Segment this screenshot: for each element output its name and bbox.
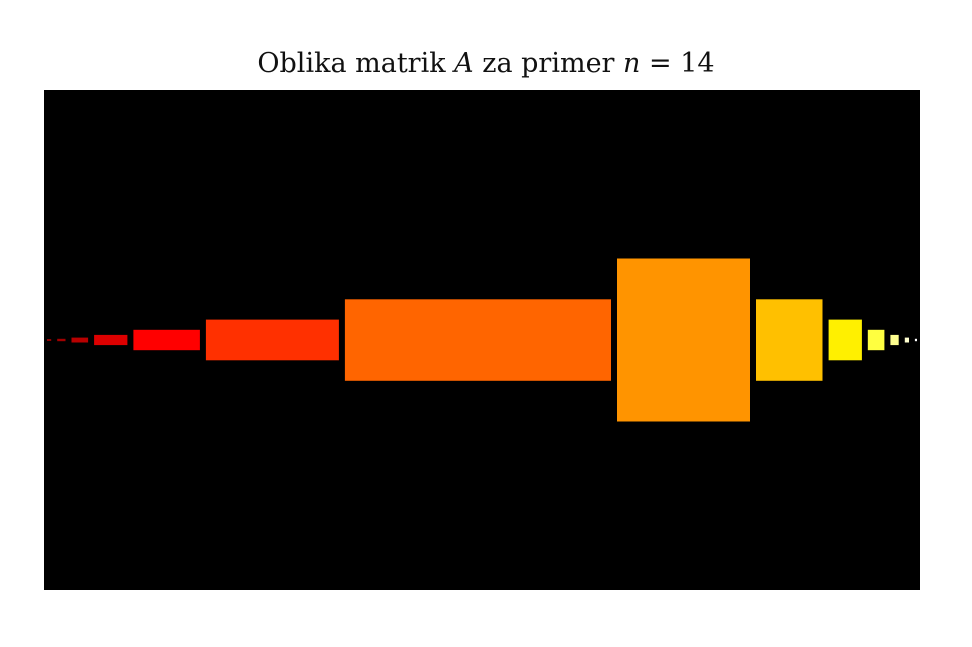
block-7 bbox=[344, 299, 611, 381]
block-6 bbox=[205, 319, 339, 361]
figure-title: Oblika matrik A za primer n = 14 bbox=[0, 50, 972, 77]
title-suffix: = 14 bbox=[640, 48, 715, 79]
block-13 bbox=[904, 337, 909, 343]
block-14 bbox=[914, 338, 917, 342]
title-middle: za primer bbox=[473, 48, 624, 79]
block-8 bbox=[617, 258, 750, 422]
block-10 bbox=[828, 319, 862, 361]
block-3 bbox=[71, 337, 89, 343]
matrix-blocks bbox=[47, 258, 917, 422]
title-prefix: Oblika matrik bbox=[257, 48, 455, 79]
block-2 bbox=[57, 338, 66, 342]
matrix-block-plot bbox=[44, 90, 920, 590]
block-4 bbox=[94, 334, 128, 346]
title-var-a: A bbox=[454, 48, 474, 79]
block-11 bbox=[867, 329, 885, 351]
title-var-n: n bbox=[623, 48, 641, 79]
block-9 bbox=[756, 299, 823, 381]
block-1 bbox=[47, 339, 52, 341]
block-5 bbox=[133, 329, 200, 351]
block-12 bbox=[890, 334, 899, 346]
